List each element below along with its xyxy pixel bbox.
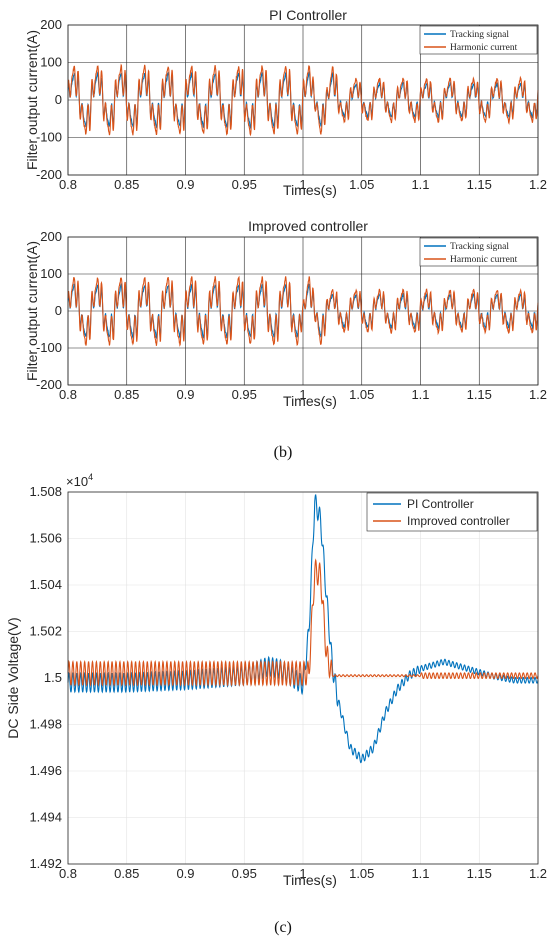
y-tick-label: 1.494: [29, 810, 62, 825]
x-tick-label: 0.95: [232, 387, 257, 402]
x-tick-label: 1: [299, 387, 306, 402]
y-tick-label: -200: [36, 167, 62, 182]
y-axis-label: DC Side Voltage(V): [5, 617, 21, 738]
y-axis-multiplier-base: ×10: [66, 474, 88, 489]
x-tick-label: 0.85: [114, 866, 139, 881]
legend: Tracking signal Harmonic current: [419, 25, 538, 55]
series-group: [67, 63, 539, 137]
x-tick-label: 0.95: [232, 866, 257, 881]
x-tick-label: 1.1: [411, 387, 429, 402]
plot-border: [67, 236, 539, 386]
x-tick-label: 1.2: [529, 177, 547, 192]
y-tick-labels: -200 -100 0 100 200: [36, 229, 62, 392]
x-tick-label: 1.1: [411, 866, 429, 881]
x-tick-label: 1.15: [467, 866, 492, 881]
legend: Tracking signal Harmonic current: [419, 237, 538, 267]
x-tick-label: 1.2: [529, 387, 547, 402]
x-tick-label: 0.8: [59, 387, 77, 402]
y-tick-label: 1.508: [29, 484, 62, 499]
caption-b: (b): [274, 444, 293, 461]
y-tick-labels: 1.492 1.494 1.496 1.498 1.5 1.502 1.504 1.506 1.…: [29, 484, 62, 871]
x-tick-label: 1.2: [529, 866, 547, 881]
x-tick-label: 0.8: [59, 177, 77, 192]
y-tick-label: -100: [36, 130, 62, 145]
caption-c: (c): [274, 919, 292, 936]
x-tick-label: 0.8: [59, 866, 77, 881]
x-tick-label: 1: [299, 866, 306, 881]
y-axis-label: Filter output current(A): [24, 241, 40, 381]
x-tick-label: 1.05: [349, 177, 374, 192]
y-axis-multiplier: ×104: [66, 472, 93, 489]
plot-border: [67, 24, 539, 176]
x-axis-label: Times(s): [283, 182, 337, 198]
legend: PI Controller Improved controller: [366, 492, 538, 532]
x-tick-labels: 0.8 0.85 0.9 0.95 1 1.05 1.1 1.15 1.2: [59, 387, 547, 402]
chart-improved-controller: 0.8 0.85 0.9 0.95 1 1.05 1.1 1.15 1.2 -200 -100 0 1…: [24, 218, 547, 409]
y-tick-label: 200: [40, 229, 62, 244]
legend-label-harmonic: Harmonic current: [450, 255, 518, 265]
y-tick-labels: -200 -100 0 100 200: [36, 17, 62, 182]
x-tick-label: 0.9: [176, 866, 194, 881]
x-tick-label: 1.1: [411, 177, 429, 192]
x-tick-label: 0.85: [114, 387, 139, 402]
y-tick-label: 1.498: [29, 717, 62, 732]
legend-label-tracking: Tracking signal: [450, 30, 509, 40]
y-tick-label: 1.496: [29, 763, 62, 778]
plot-border: [67, 491, 539, 865]
x-axis-label: Times(s): [283, 872, 337, 888]
x-tick-labels: 0.8 0.85 0.9 0.95 1 1.05 1.1 1.15 1.2: [59, 177, 547, 192]
y-tick-label: 200: [40, 17, 62, 32]
x-tick-label: 0.9: [176, 387, 194, 402]
y-tick-label: 1.502: [29, 624, 62, 639]
series-line-harmonic-current: [67, 275, 539, 347]
series-group: [67, 275, 539, 347]
series-group: [67, 494, 539, 764]
series-line-harmonic-current: [67, 63, 539, 137]
y-tick-label: 100: [40, 266, 62, 281]
x-tick-label: 1: [299, 177, 306, 192]
y-axis-multiplier-exponent: 4: [88, 472, 93, 482]
legend-label-improved: Improved controller: [407, 514, 510, 528]
x-tick-labels: 0.8 0.85 0.9 0.95 1 1.05 1.1 1.15 1.2: [59, 866, 547, 881]
y-tick-label: -200: [36, 377, 62, 392]
legend-label-pi: PI Controller: [407, 497, 474, 511]
x-axis-label: Times(s): [283, 393, 337, 409]
y-tick-label: 1.506: [29, 531, 62, 546]
y-tick-label: 0: [55, 92, 62, 107]
series-line-improved-controller: [67, 558, 539, 687]
legend-box: [419, 237, 538, 267]
y-tick-label: 1.504: [29, 577, 62, 592]
legend-label-tracking: Tracking signal: [450, 242, 509, 252]
legend-label-harmonic: Harmonic current: [450, 43, 518, 53]
x-tick-label: 0.95: [232, 177, 257, 192]
legend-box: [366, 492, 538, 532]
x-tick-label: 0.85: [114, 177, 139, 192]
chart-pi-controller: 0.8 0.85 0.9 0.95 1 1.05 1.1 1.15 1.2 -200 -100 0 1…: [24, 7, 547, 198]
y-tick-label: 100: [40, 55, 62, 70]
x-tick-label: 1.15: [467, 387, 492, 402]
y-tick-label: 1.492: [29, 856, 62, 871]
x-tick-label: 1.15: [467, 177, 492, 192]
y-tick-label: 0: [55, 303, 62, 318]
y-axis-label: Filter output current(A): [24, 30, 40, 170]
x-tick-label: 1.05: [349, 866, 374, 881]
legend-box: [419, 25, 538, 55]
x-tick-label: 1.05: [349, 387, 374, 402]
y-tick-label: 1.5: [44, 670, 62, 685]
x-tick-label: 0.9: [176, 177, 194, 192]
chart-dc-side-voltage: 0.8 0.85 0.9 0.95 1 1.05 1.1 1.15 1.2 1.492 1.494…: [5, 472, 547, 888]
chart-title: PI Controller: [269, 7, 347, 23]
chart-title: Improved controller: [248, 218, 368, 234]
y-tick-label: -100: [36, 340, 62, 355]
